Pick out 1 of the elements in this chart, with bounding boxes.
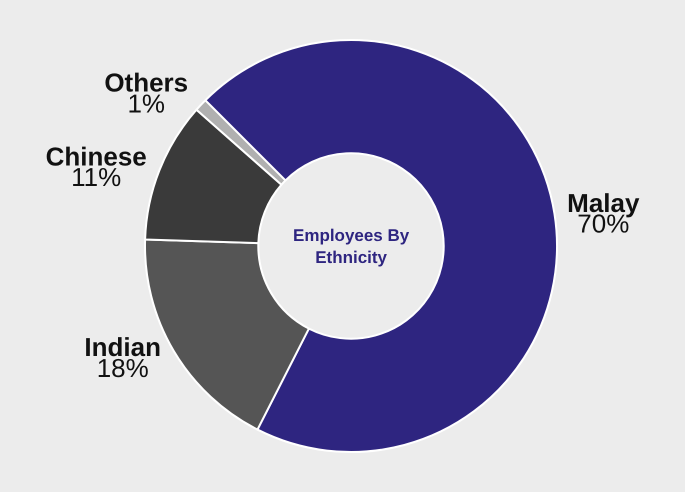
text: Employees By Ethnicity	[293, 226, 410, 268]
